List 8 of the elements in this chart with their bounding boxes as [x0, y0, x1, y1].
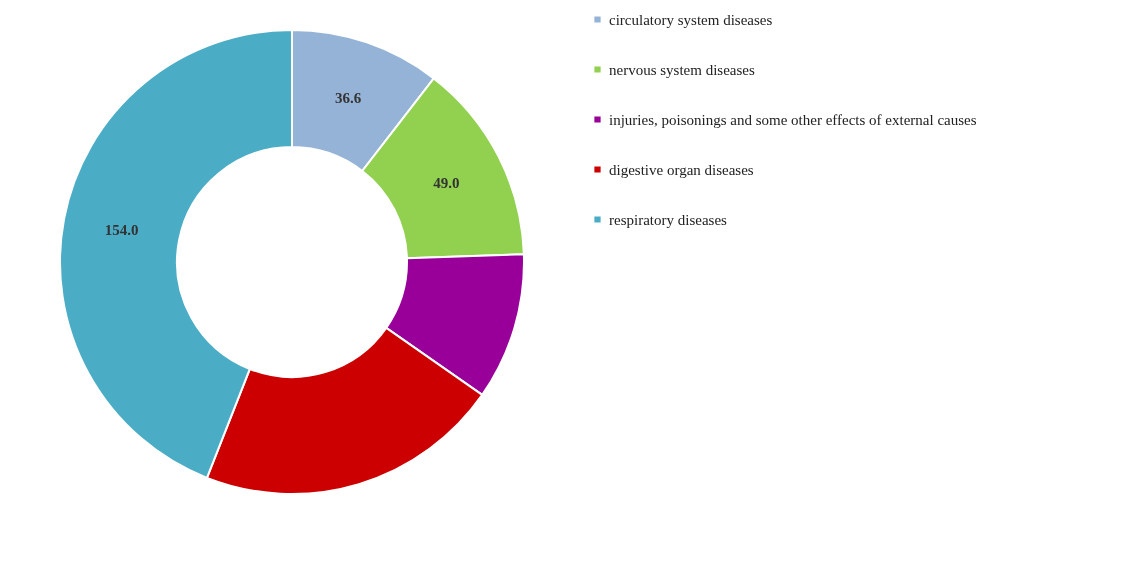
- legend-label: injuries, poisonings and some other effects of external causes: [609, 111, 977, 128]
- legend-label: digestive organ diseases: [609, 161, 754, 178]
- data-label: 154.0: [104, 221, 139, 238]
- legend-label: nervous system diseases: [609, 61, 755, 78]
- legend-label: circulatory system diseases: [609, 11, 773, 28]
- data-label: 36.6: [334, 89, 362, 106]
- data-label: 49.0: [433, 174, 460, 191]
- legend-label: respiratory diseases: [609, 211, 728, 228]
